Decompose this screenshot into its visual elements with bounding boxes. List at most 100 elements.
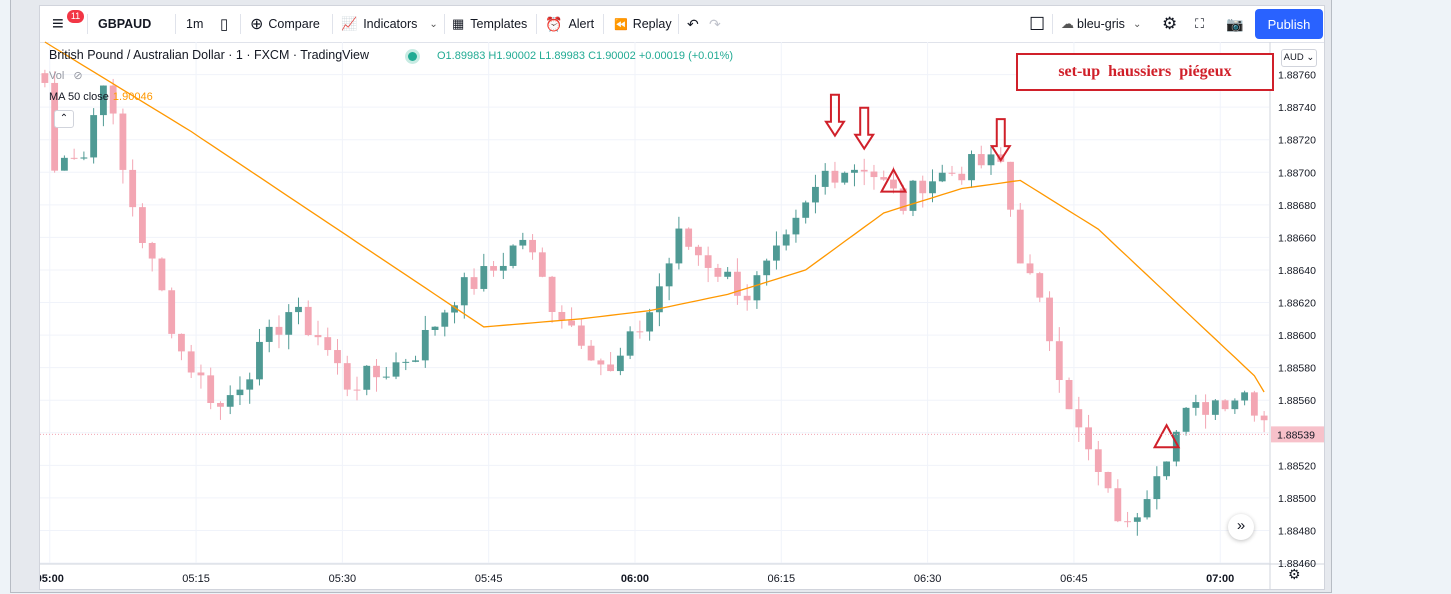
candle-body	[256, 341, 263, 380]
axis-settings-gear-icon[interactable]: ⚙	[1288, 566, 1301, 582]
candle-body	[636, 331, 644, 333]
replay-icon: ⏪	[614, 18, 628, 31]
candle-body	[187, 351, 195, 373]
candle-body	[402, 361, 410, 363]
menu-icon[interactable]: ≡	[52, 12, 64, 35]
candle-body	[997, 154, 1005, 162]
time-tick-label: 05:30	[329, 573, 357, 585]
divider	[87, 14, 88, 34]
price-chart[interactable]: 1.88760 1.88740 1.88720 1.88700 1.88680 1.886…	[40, 6, 1324, 589]
candle-body	[421, 329, 429, 361]
candle-body	[743, 295, 751, 301]
candle-body	[1143, 499, 1151, 518]
candle-body	[1241, 392, 1249, 401]
replay-button[interactable]: ⏪ Replay	[614, 6, 672, 42]
fullscreen-icon[interactable]: ⛶	[1195, 16, 1205, 31]
divider	[536, 14, 537, 34]
candle-body	[968, 154, 975, 181]
undo-icon[interactable]: ↶	[687, 15, 699, 32]
candle-body	[412, 360, 419, 362]
time-tick-label: 07:00	[1206, 573, 1234, 585]
alarm-clock-icon: ⏰	[545, 15, 563, 32]
candle-body	[236, 389, 244, 396]
candle-body	[1036, 273, 1044, 298]
templates-icon: ▦	[452, 16, 465, 31]
candle-body	[304, 306, 312, 336]
candle-body	[168, 290, 176, 334]
publish-button[interactable]: Publish	[1255, 9, 1323, 39]
ma-label: MA 50 close	[49, 91, 109, 103]
candle-body	[831, 170, 839, 183]
candle-body	[763, 260, 771, 276]
compare-button[interactable]: ⊕ Compare	[250, 6, 320, 42]
candle-body	[490, 266, 497, 271]
annotation-box: set-up haussiers piégeux	[1016, 53, 1274, 91]
eye-off-icon[interactable]: ⊘	[73, 70, 83, 82]
price-tick-label: 1.88700	[1278, 167, 1316, 179]
candle-body	[1231, 400, 1239, 410]
candle-body	[860, 169, 868, 172]
interval-button[interactable]: 1m	[186, 17, 204, 31]
candle-body	[353, 389, 361, 391]
currency-selector[interactable]: AUD ⌄	[1281, 49, 1317, 67]
divider	[332, 14, 333, 34]
divider	[175, 14, 176, 34]
divider	[678, 14, 679, 34]
indicators-icon: 📈	[341, 16, 358, 31]
replay-label: Replay	[632, 17, 672, 31]
symbol-search[interactable]: GBPAUD	[98, 17, 152, 31]
candle-body	[1124, 521, 1131, 523]
plus-circle-icon: ⊕	[250, 16, 264, 33]
camera-icon[interactable]: 📷	[1226, 15, 1244, 32]
candle-body	[431, 326, 439, 330]
collapse-legend-chevron-up-icon[interactable]: ⌃	[54, 110, 74, 128]
templates-button[interactable]: ▦ Templates	[452, 6, 527, 42]
candle-type-icon[interactable]: ▯	[220, 16, 229, 33]
candle-body	[519, 239, 527, 246]
candle-body	[890, 179, 897, 189]
time-tick-label: 05:00	[40, 573, 64, 585]
candle-body	[1055, 341, 1063, 381]
settings-gear-icon[interactable]: ⚙	[1162, 14, 1178, 33]
candle-body	[1104, 471, 1112, 489]
price-tick-label: 1.88660	[1278, 232, 1316, 244]
candle-body	[626, 331, 634, 356]
candle-body	[1163, 461, 1170, 477]
candle-body	[987, 154, 995, 166]
layout-name-label: bleu-gris	[1077, 17, 1125, 31]
candle-body	[587, 345, 595, 361]
candle-body	[665, 263, 673, 287]
price-tick-label: 1.88760	[1278, 70, 1316, 82]
candle-body	[607, 364, 615, 372]
volume-label: Vol	[49, 70, 65, 82]
alert-button[interactable]: ⏰ Alert	[545, 6, 594, 42]
candle-body	[460, 277, 468, 306]
price-tick-label: 1.88740	[1278, 102, 1316, 114]
indicators-button[interactable]: 📈 Indicators ⌄	[341, 6, 438, 42]
candle-body	[148, 242, 156, 259]
candle-body	[714, 267, 722, 277]
candle-body	[1211, 400, 1219, 415]
time-tick-label: 06:45	[1060, 573, 1088, 585]
chevron-down-icon: ⌄	[429, 18, 438, 30]
tradingview-window: ≡ 11 GBPAUD 1m ▯ ⊕ Compare 📈 Indicators …	[39, 5, 1325, 590]
current-price-value: 1.88539	[1277, 429, 1315, 441]
price-tick-label: 1.88560	[1278, 395, 1316, 407]
candle-body	[577, 325, 585, 346]
candle-body	[314, 335, 322, 338]
ohlc-values: O1.89983 H1.90002 L1.89983 C1.90002 +0.0…	[437, 50, 734, 62]
redo-icon[interactable]: ↷	[709, 15, 721, 32]
candle-body	[382, 376, 390, 378]
ma-legend[interactable]: MA 50 close 1.90046	[49, 91, 153, 103]
layout-select-icon[interactable]: ☐	[1029, 13, 1046, 34]
current-price-tag	[1271, 426, 1324, 443]
divider	[1052, 14, 1053, 34]
volume-legend[interactable]: Vol ⊘	[49, 69, 83, 82]
candle-body	[1260, 415, 1268, 421]
layout-name-button[interactable]: ☁ bleu-gris ⌄	[1061, 6, 1141, 42]
price-tick-label: 1.88600	[1278, 330, 1316, 342]
candle-body	[246, 379, 254, 390]
scroll-to-realtime-button[interactable]: »	[1228, 514, 1254, 540]
currency-label: AUD	[1283, 52, 1304, 63]
price-tick-label: 1.88460	[1278, 558, 1316, 570]
